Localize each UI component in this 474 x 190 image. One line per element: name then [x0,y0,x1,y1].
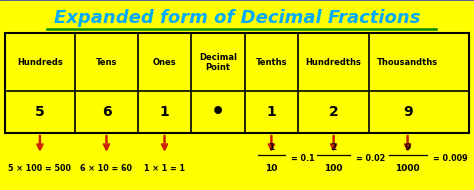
Text: Expanded form of Decimal Fractions: Expanded form of Decimal Fractions [54,9,420,27]
Text: Tenths: Tenths [255,58,287,67]
Text: 6: 6 [101,105,111,119]
Text: 100: 100 [324,164,343,173]
Text: 1 × 1 = 1: 1 × 1 = 1 [144,164,185,173]
Text: 1: 1 [268,143,274,152]
Text: 5 × 100 = 500: 5 × 100 = 500 [9,164,72,173]
Text: •: • [211,102,225,122]
Text: Ones: Ones [153,58,176,67]
Text: 9: 9 [404,143,411,152]
Text: Tens: Tens [96,58,117,67]
Text: 2: 2 [330,143,337,152]
Text: 9: 9 [403,105,412,119]
Text: 2: 2 [329,105,338,119]
Text: Decimal
Point: Decimal Point [199,52,237,72]
Text: 1: 1 [266,105,276,119]
Text: Thousandths: Thousandths [377,58,438,67]
Text: 1: 1 [160,105,169,119]
Text: Hundreds: Hundreds [17,58,63,67]
Text: 6 × 10 = 60: 6 × 10 = 60 [81,164,132,173]
Text: = 0.1: = 0.1 [292,154,315,163]
Text: = 0.009: = 0.009 [433,154,467,163]
Text: Hundredths: Hundredths [306,58,362,67]
Text: 10: 10 [265,164,278,173]
Bar [5,33,469,133]
Text: 1000: 1000 [395,164,420,173]
Text: 5: 5 [35,105,45,119]
Text: = 0.02: = 0.02 [356,154,386,163]
